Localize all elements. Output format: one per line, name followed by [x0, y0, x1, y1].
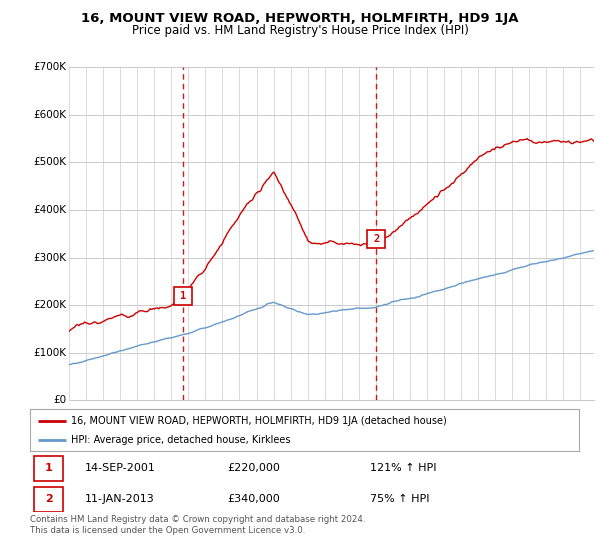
Text: £100K: £100K	[34, 348, 67, 358]
Text: 2003: 2003	[196, 419, 205, 442]
Text: £600K: £600K	[34, 110, 67, 120]
Text: 2010: 2010	[316, 419, 325, 442]
FancyBboxPatch shape	[34, 456, 63, 480]
Text: 16, MOUNT VIEW ROAD, HEPWORTH, HOLMFIRTH, HD9 1JA (detached house): 16, MOUNT VIEW ROAD, HEPWORTH, HOLMFIRTH…	[71, 416, 447, 426]
Text: 121% ↑ HPI: 121% ↑ HPI	[370, 463, 437, 473]
Text: 11-JAN-2013: 11-JAN-2013	[85, 494, 155, 505]
Text: 2013: 2013	[367, 419, 376, 442]
Text: 2001: 2001	[162, 419, 171, 442]
Text: 2012: 2012	[350, 419, 359, 441]
Text: 2019: 2019	[469, 419, 478, 442]
Text: 2014: 2014	[384, 419, 393, 441]
Text: 1996: 1996	[77, 419, 86, 442]
Text: 2015: 2015	[401, 419, 410, 442]
Text: 2017: 2017	[435, 419, 444, 442]
Text: 1995: 1995	[60, 419, 69, 442]
Text: 2004: 2004	[214, 419, 223, 441]
Text: 2022: 2022	[520, 419, 529, 441]
Text: £0: £0	[53, 395, 67, 405]
Text: Price paid vs. HM Land Registry's House Price Index (HPI): Price paid vs. HM Land Registry's House …	[131, 24, 469, 36]
Text: 2020: 2020	[486, 419, 495, 441]
Text: 2009: 2009	[299, 419, 308, 442]
Text: 2021: 2021	[503, 419, 512, 441]
Text: 2024: 2024	[554, 419, 563, 441]
Text: Contains HM Land Registry data © Crown copyright and database right 2024.
This d: Contains HM Land Registry data © Crown c…	[30, 515, 365, 535]
Text: £220,000: £220,000	[227, 463, 281, 473]
Text: 2002: 2002	[179, 419, 188, 441]
Text: 2006: 2006	[248, 419, 257, 442]
Text: 1: 1	[180, 291, 187, 301]
Text: £500K: £500K	[34, 157, 67, 167]
Text: 2016: 2016	[418, 419, 427, 442]
Text: 75% ↑ HPI: 75% ↑ HPI	[370, 494, 430, 505]
Text: 2011: 2011	[333, 419, 342, 442]
Text: 2000: 2000	[145, 419, 154, 442]
Text: £400K: £400K	[34, 205, 67, 215]
Text: 2: 2	[373, 234, 379, 244]
Text: HPI: Average price, detached house, Kirklees: HPI: Average price, detached house, Kirk…	[71, 435, 290, 445]
Text: 1999: 1999	[128, 419, 137, 442]
Text: 2008: 2008	[281, 419, 290, 442]
Text: 2025: 2025	[571, 419, 580, 441]
Text: £200K: £200K	[34, 300, 67, 310]
Text: 16, MOUNT VIEW ROAD, HEPWORTH, HOLMFIRTH, HD9 1JA: 16, MOUNT VIEW ROAD, HEPWORTH, HOLMFIRTH…	[81, 12, 519, 25]
Text: 2007: 2007	[265, 419, 274, 442]
Text: 1997: 1997	[94, 419, 103, 442]
Text: £300K: £300K	[34, 253, 67, 263]
Text: 2005: 2005	[230, 419, 239, 442]
Text: 2: 2	[45, 494, 53, 505]
Text: 2018: 2018	[452, 419, 461, 442]
FancyBboxPatch shape	[34, 487, 63, 512]
Text: £700K: £700K	[34, 62, 67, 72]
Text: 1: 1	[45, 463, 53, 473]
Text: 1998: 1998	[111, 419, 120, 442]
Text: 2023: 2023	[537, 419, 546, 441]
Text: 14-SEP-2001: 14-SEP-2001	[85, 463, 156, 473]
Text: £340,000: £340,000	[227, 494, 280, 505]
